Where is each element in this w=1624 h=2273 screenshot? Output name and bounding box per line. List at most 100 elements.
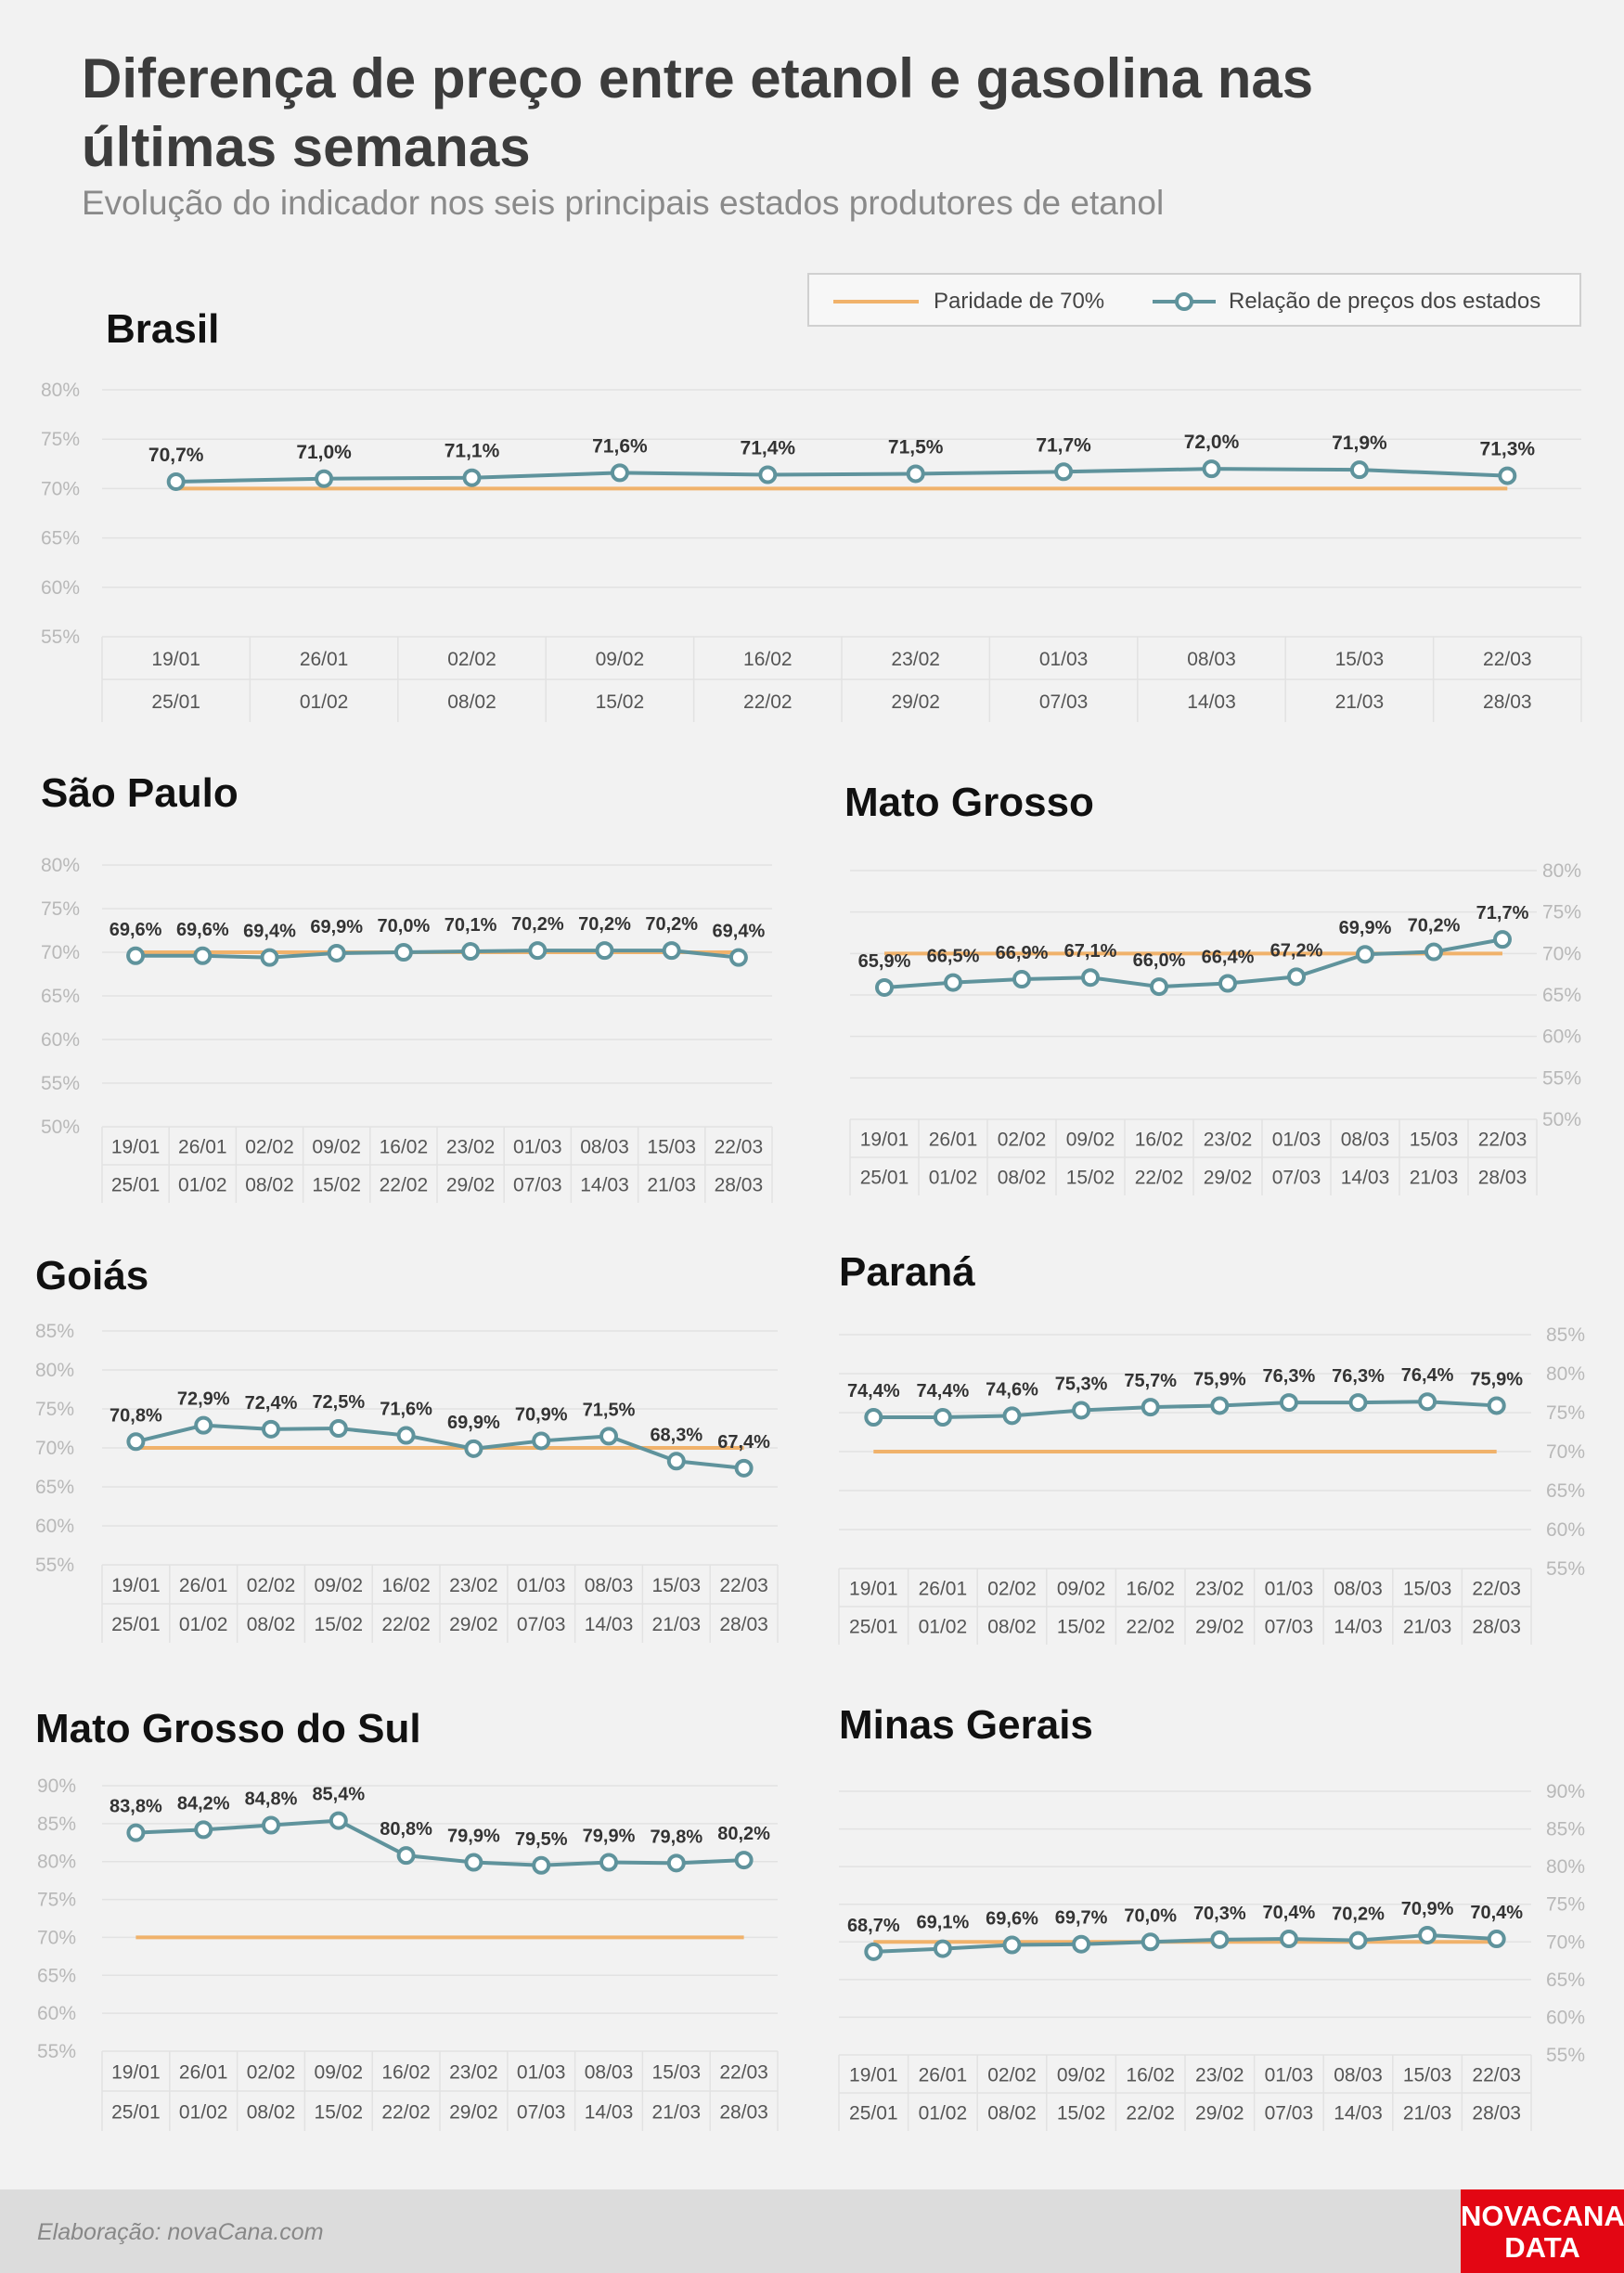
- y-axis: 55% 60% 65% 70% 75% 80% 85%: [1546, 1324, 1585, 1580]
- x-tick-label-end: 28/03: [1472, 2103, 1521, 2124]
- x-tick-label-start: 01/03: [1265, 2065, 1314, 2086]
- data-point: [595, 941, 614, 961]
- x-tick-label-end: 21/03: [647, 1175, 696, 1196]
- data-labels: 74,4% 74,4% 74,6% 75,3% 75,7% 75,9% 76,3% 76,3%…: [847, 1365, 1523, 1401]
- y-tick-label: 85%: [1546, 1819, 1585, 1840]
- series-line: [175, 467, 1508, 484]
- x-tick-label-start: 22/03: [715, 1137, 764, 1158]
- data-label: 69,6%: [176, 920, 229, 940]
- x-tick-label-end: 14/03: [580, 1175, 629, 1196]
- x-tick-label-end: 07/03: [517, 2102, 566, 2124]
- chart-mato-grosso-do-sul: Mato Grosso do Sul 55% 60% 65% 70% 75% 80% 85%…: [0, 1689, 798, 2135]
- x-tick-label-start: 19/01: [111, 1137, 161, 1158]
- data-point: [262, 1419, 280, 1439]
- x-axis-table: 19/01 26/01 02/02 09/02 16/02 23/02 01/03 08/03…: [101, 2051, 779, 2131]
- chart-parana: Paraná 55% 60% 65% 70% 75% 80% 85% 19/01 26/01 02…: [817, 1234, 1624, 1661]
- data-point: [1012, 970, 1031, 989]
- y-tick-label: 70%: [37, 1927, 76, 1948]
- y-tick-label: 55%: [1546, 2045, 1585, 2066]
- data-label: 70,7%: [148, 445, 204, 466]
- x-tick-label-end: 01/02: [179, 1614, 228, 1635]
- x-tick-label-end: 15/02: [312, 1175, 361, 1196]
- page-subtitle: Evolução do indicador nos seis principai…: [82, 184, 1165, 222]
- data-label: 69,7%: [1055, 1908, 1108, 1929]
- x-tick-label-start: 01/03: [513, 1137, 562, 1158]
- x-tick-label-start: 15/03: [647, 1137, 696, 1158]
- footer-credit: Elaboração: novaCana.com: [37, 2219, 324, 2245]
- data-label: 70,3%: [1193, 1904, 1246, 1924]
- data-label: 74,4%: [917, 1381, 970, 1401]
- x-tick-label-end: 14/03: [585, 2102, 634, 2124]
- x-tick-label-end: 08/02: [247, 1614, 296, 1635]
- series-markers: [126, 1811, 754, 1875]
- x-tick-label-start: 08/03: [585, 1575, 634, 1596]
- x-tick-label-start: 26/01: [179, 2062, 228, 2084]
- data-label: 71,5%: [583, 1400, 636, 1420]
- data-label: 71,3%: [1480, 439, 1536, 460]
- x-tick-label-start: 01/03: [1272, 1130, 1321, 1151]
- y-tick-label: 65%: [1542, 985, 1581, 1006]
- legend-ratio-swatch-marker: [1175, 292, 1193, 311]
- y-tick-label: 55%: [41, 626, 80, 648]
- data-label: 71,4%: [741, 438, 796, 459]
- y-tick-label: 70%: [1542, 943, 1581, 964]
- data-label: 67,1%: [1064, 941, 1117, 962]
- x-tick-label-end: 25/01: [860, 1168, 909, 1189]
- data-label: 76,3%: [1332, 1366, 1385, 1387]
- data-point: [260, 948, 279, 967]
- x-tick-label-start: 19/01: [151, 649, 200, 670]
- y-tick-label: 90%: [37, 1776, 76, 1797]
- x-tick-label-end: 21/03: [652, 1614, 702, 1635]
- chart-title: Goiás: [35, 1253, 149, 1298]
- chart-parana-svg: 55% 60% 65% 70% 75% 80% 85% 19/01 26/01 02/02 09/0…: [838, 1324, 1585, 1645]
- x-axis-table: 19/01 26/01 02/02 09/02 16/02 23/02 01/03 08/03…: [101, 1127, 773, 1203]
- x-tick-label-end: 29/02: [1204, 1168, 1253, 1189]
- data-point: [666, 1452, 686, 1471]
- chart-minas-gerais-svg: 55% 60% 65% 70% 75% 80% 85% 90% 19/01 26/01 02/02 0…: [838, 1781, 1585, 2131]
- x-tick-label-end: 14/03: [1334, 1617, 1383, 1638]
- data-label: 80,8%: [380, 1819, 432, 1840]
- series-markers: [166, 459, 1517, 491]
- data-label: 70,4%: [1470, 1903, 1523, 1923]
- y-tick-label: 50%: [1542, 1109, 1581, 1130]
- chart-mato-grosso-svg: 50% 55% 60% 65% 70% 75% 80% 19/01 26/01 02/02 09/0…: [849, 860, 1581, 1195]
- x-tick-label-start: 26/01: [919, 1579, 968, 1600]
- data-point: [1210, 1930, 1230, 1949]
- data-point: [1348, 1393, 1368, 1413]
- chart-sao-paulo-svg: 50% 55% 60% 65% 70% 75% 80% 19/01 26/01 02/02 09/0…: [41, 855, 773, 1203]
- x-tick-label-end: 28/03: [1483, 691, 1532, 713]
- data-label: 75,9%: [1470, 1369, 1523, 1389]
- data-label: 74,4%: [847, 1381, 900, 1401]
- chart-goias-svg: 55% 60% 65% 70% 75% 80% 85% 19/01 26/01 02/02 09/0…: [35, 1321, 779, 1643]
- data-labels: 65,9% 66,5% 66,9% 67,1% 66,0% 66,4% 67,2% 69,9%…: [858, 903, 1529, 972]
- x-tick-label-start: 16/02: [1135, 1130, 1184, 1151]
- x-tick-label-end: 22/02: [380, 1175, 429, 1196]
- x-tick-label-start: 09/02: [1066, 1130, 1115, 1151]
- y-tick-label: 65%: [37, 1965, 76, 1986]
- gridlines: [102, 389, 1581, 638]
- x-tick-label-start: 15/03: [1335, 649, 1385, 670]
- data-label: 83,8%: [110, 1797, 162, 1817]
- data-point: [666, 1853, 686, 1873]
- data-label: 70,0%: [378, 916, 431, 936]
- data-label: 79,9%: [447, 1827, 500, 1847]
- x-tick-label-start: 16/02: [743, 649, 793, 670]
- data-point: [329, 1419, 348, 1438]
- data-label: 72,4%: [245, 1393, 298, 1414]
- x-tick-label-start: 22/03: [1472, 2065, 1521, 2086]
- data-label: 67,2%: [1270, 940, 1323, 961]
- chart-title: Minas Gerais: [839, 1702, 1093, 1748]
- y-tick-label: 70%: [1546, 1441, 1585, 1463]
- x-tick-label-end: 25/01: [849, 2103, 898, 2124]
- x-tick-label-end: 08/02: [245, 1175, 294, 1196]
- data-point: [662, 941, 681, 961]
- data-label: 72,0%: [1184, 432, 1240, 453]
- x-tick-label-start: 16/02: [1126, 2065, 1175, 2086]
- series-markers: [864, 1392, 1506, 1427]
- x-tick-label-end: 08/02: [987, 2103, 1037, 2124]
- x-tick-label-end: 14/03: [1187, 691, 1236, 713]
- chart-title: Brasil: [106, 306, 220, 352]
- x-tick-label-start: 09/02: [312, 1137, 361, 1158]
- data-point: [315, 469, 334, 488]
- y-axis: 50% 55% 60% 65% 70% 75% 80%: [1542, 860, 1581, 1130]
